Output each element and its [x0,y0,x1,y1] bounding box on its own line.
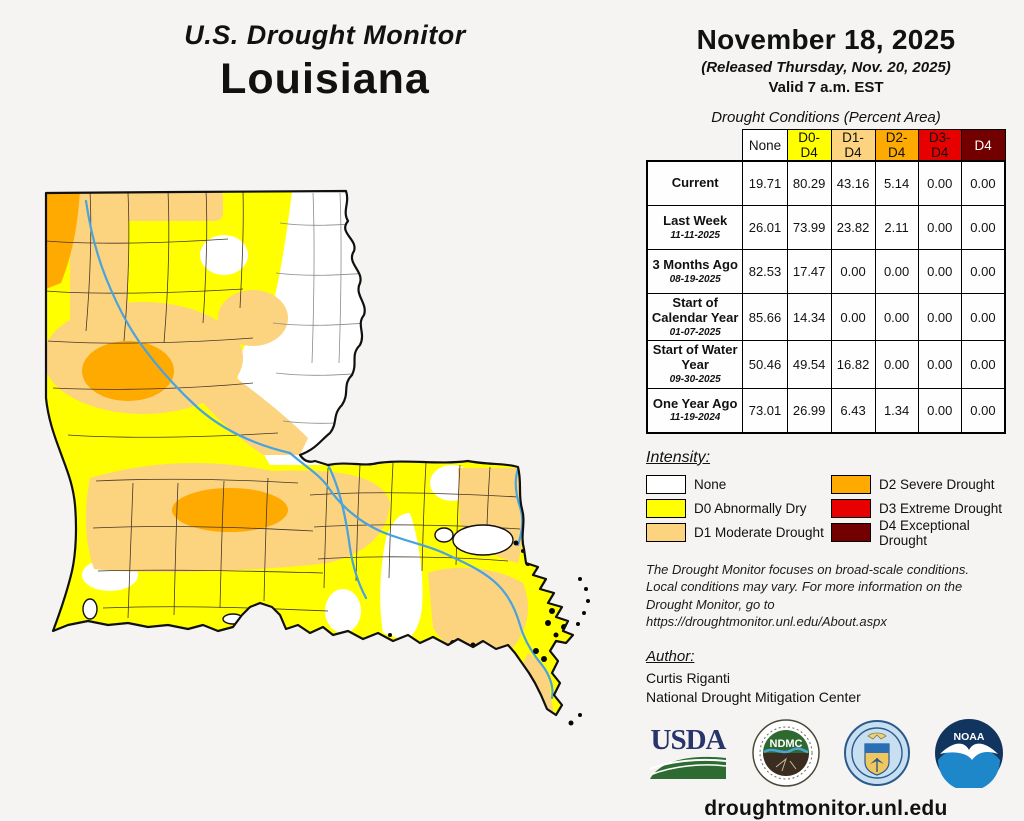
red-river [84,199,292,455]
row-label: 3 Months Ago [652,256,738,272]
d3-swatch [831,499,871,519]
legend-item-d0: D0 Abnormally Dry [646,497,831,521]
row-date: 09-30-2025 [669,374,721,386]
disclaimer: The Drought Monitor focuses on broad-sca… [646,561,1006,631]
row-date: 08-19-2025 [669,273,721,285]
usda-logo: USDA [648,723,728,779]
calcasieu-lake [82,598,98,620]
author-title: Author: [646,647,695,665]
ndmc-logo: NDMC [752,719,820,787]
site-url: droughtmonitor.unl.edu [704,796,948,820]
drought-conditions-table: None D0-D4 D1-D4 D2-D4 D3-D4 D4 Current … [646,129,1006,434]
legend-item-d4: D4 Exceptional Drought [831,517,1006,548]
row-date: 11-19-2024 [669,412,721,424]
lake-pontchartrain [452,524,514,556]
parish-boundaries-ne [272,192,371,424]
legend-title: Intensity: [646,448,711,466]
author-org: National Drought Mitigation Center [646,688,861,705]
commerce-seal-logo [844,719,910,786]
legend-label: None [694,477,727,493]
atchafalaya-river [326,463,368,600]
table-row: Start of Calendar Year 01-07-2025 85.66 1… [646,292,1006,342]
none-swatch [646,475,686,495]
intensity-legend: Intensity: None D0 Abnormally Dry D1 Mod… [646,448,1006,548]
legend-item-d3: D3 Extreme Drought [831,497,1006,521]
barrier-islands [568,577,590,726]
ndmc-logo-text: NDMC [770,738,803,750]
d1-swatch [646,523,686,543]
table-row: 3 Months Ago 08-19-2025 82.53 17.47 0.00 … [646,249,1006,294]
row-date: 11-11-2025 [670,229,720,241]
mississippi-river-lower [288,451,554,700]
d4-swatch [831,523,871,543]
legend-item-d1: D1 Moderate Drought [646,521,831,545]
agency-logos: USDA NDMC [646,718,1006,788]
col-header-none: None [742,129,788,162]
row-date: 01-07-2025 [669,326,721,338]
row-label: Start of Water Year [652,342,738,373]
rivers [84,199,554,700]
legend-label: D2 Severe Drought [879,477,995,493]
info-panel: November 18, 2025 (Released Thursday, No… [646,24,1006,821]
map-date: November 18, 2025 [696,24,956,55]
usda-logo-text: USDA [650,723,727,756]
table-row: One Year Ago 11-19-2024 73.01 26.99 6.43 … [646,387,1006,434]
d0-swatch [646,499,686,519]
table-row: Current 19.71 80.29 43.16 5.14 0.00 0.00 [646,160,1006,206]
row-label: Current [671,175,719,191]
table-row: Last Week 11-11-2025 26.01 73.99 23.82 2.… [646,205,1006,250]
col-header-d4: D4 [960,129,1006,162]
legend-item-d2: D2 Severe Drought [831,473,1006,497]
col-header-d3: D3-D4 [917,129,962,162]
noaa-logo-text: NOAA [954,731,985,743]
legend-label: D4 Exceptional Drought [879,517,970,548]
released-date: (Released Thursday, Nov. 20, 2025) [701,59,951,76]
table-corner [647,130,743,162]
row-label: Start of Calendar Year [651,295,739,325]
louisiana-map-svg [44,189,590,726]
legend-label: D1 Moderate Drought [694,525,824,541]
louisiana-drought-map [28,183,624,748]
table-caption: Drought Conditions (Percent Area) [711,109,941,126]
valid-time: Valid 7 a.m. EST [768,79,884,96]
state-name: Louisiana [220,55,430,103]
lake-maurepas [434,527,454,543]
row-label: One Year Ago [652,395,738,411]
parish-boundaries [46,191,521,619]
row-label: Last Week [663,212,728,228]
disclaimer-line: Local conditions may vary. For more info… [646,579,963,595]
usda-field-icon [650,756,726,779]
table-row: Start of Water Year 09-30-2025 50.46 49.5… [646,340,1006,389]
disclaimer-line: The Drought Monitor focuses on broad-sca… [646,561,970,577]
disclaimer-line: Drought Monitor, go to https://droughtmo… [646,596,887,630]
author-name: Curtis Riganti [646,669,731,686]
noaa-logo: NOAA [935,718,1003,788]
author-block: Author: Curtis Riganti National Drought … [646,648,1006,705]
col-header-d2: D2-D4 [874,129,919,162]
col-header-d1: D1-D4 [830,129,876,162]
page-title: U.S. Drought Monitor [184,20,466,50]
pearl-river [514,467,524,547]
col-header-d0: D0-D4 [786,129,832,162]
title-block: U.S. Drought Monitor Louisiana [30,20,620,104]
d2-swatch [831,475,871,495]
legend-item-none: None [646,473,831,497]
legend-label: D0 Abnormally Dry [694,501,807,517]
state-outline [44,189,575,717]
table-header-row: None D0-D4 D1-D4 D2-D4 D3-D4 D4 [647,129,1006,162]
lakes [82,524,514,625]
legend-label: D3 Extreme Drought [879,501,1003,517]
